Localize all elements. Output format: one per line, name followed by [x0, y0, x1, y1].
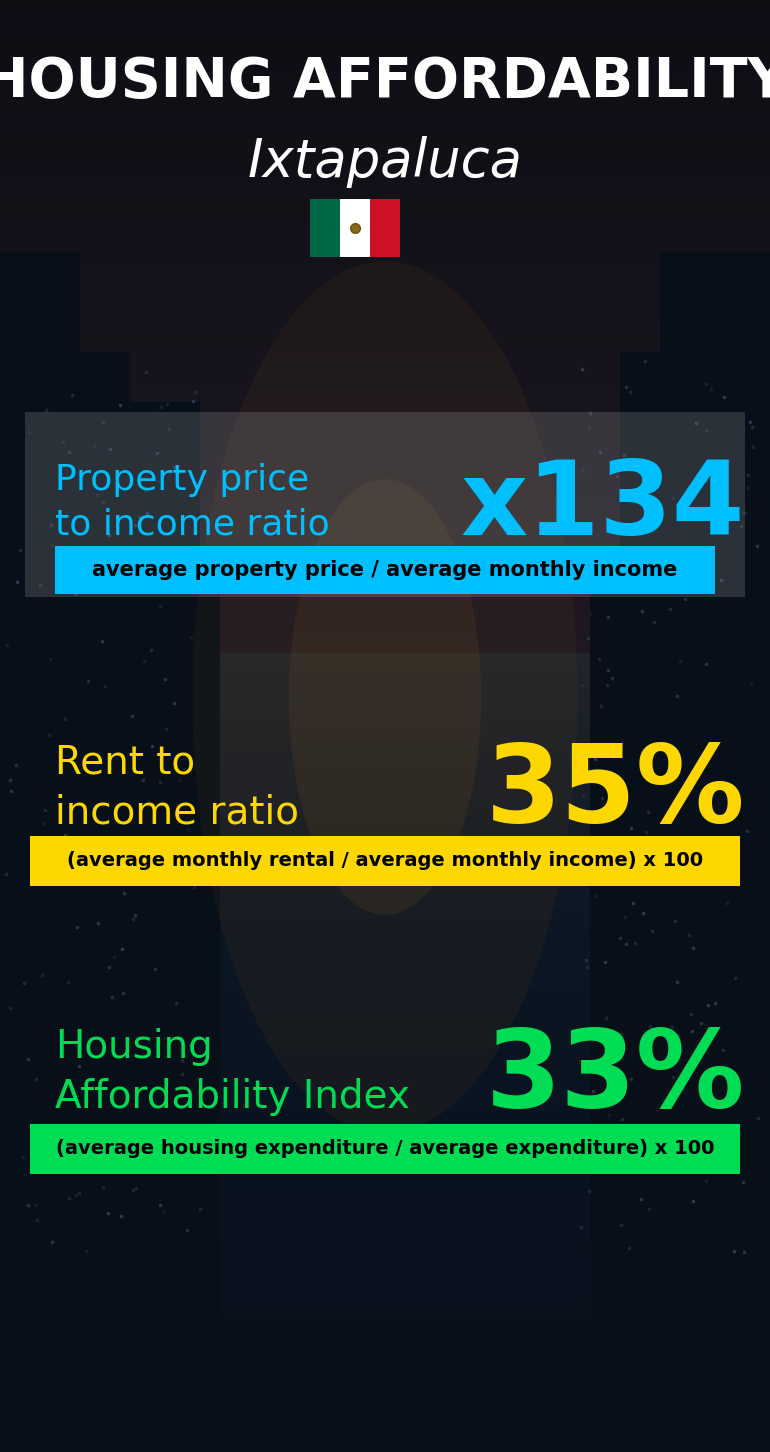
- Bar: [620, 351, 770, 1452]
- Bar: [660, 253, 770, 1452]
- Bar: [110, 402, 200, 1452]
- Bar: [30, 836, 740, 886]
- Bar: [55, 546, 715, 594]
- Ellipse shape: [192, 261, 578, 1133]
- Bar: [340, 199, 370, 257]
- Bar: [0, 253, 80, 1452]
- Bar: [25, 412, 745, 597]
- Ellipse shape: [289, 479, 481, 915]
- Text: average property price / average monthly income: average property price / average monthly…: [92, 560, 678, 579]
- Text: Property price
to income ratio: Property price to income ratio: [55, 463, 330, 542]
- Bar: [0, 351, 130, 1452]
- Bar: [700, 502, 770, 1452]
- Text: (average housing expenditure / average expenditure) x 100: (average housing expenditure / average e…: [55, 1140, 715, 1159]
- Text: HOUSING AFFORDABILITY: HOUSING AFFORDABILITY: [0, 55, 770, 109]
- Text: Ixtapaluca: Ixtapaluca: [247, 136, 523, 187]
- Text: Housing
Affordability Index: Housing Affordability Index: [55, 1028, 410, 1117]
- Bar: [30, 1124, 740, 1175]
- Bar: [590, 572, 670, 1452]
- Bar: [370, 199, 400, 257]
- Text: x134: x134: [460, 456, 745, 558]
- Text: Rent to
income ratio: Rent to income ratio: [55, 743, 299, 831]
- Bar: [20, 502, 80, 1452]
- Bar: [150, 552, 220, 1452]
- Text: (average monthly rental / average monthly income) x 100: (average monthly rental / average monthl…: [67, 851, 703, 871]
- Text: 35%: 35%: [486, 739, 745, 845]
- Text: 33%: 33%: [486, 1024, 745, 1130]
- Bar: [310, 199, 340, 257]
